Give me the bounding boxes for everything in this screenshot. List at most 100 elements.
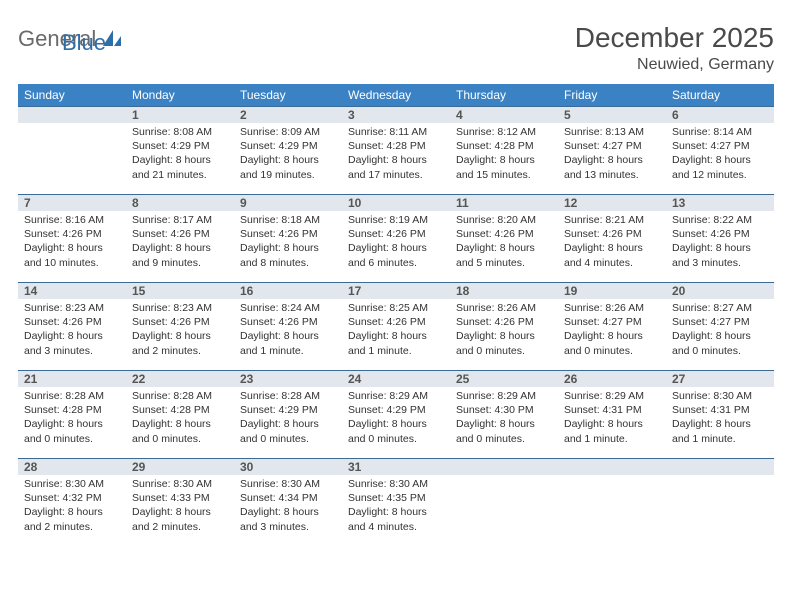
daylight-text: Daylight: 8 hours and 0 minutes. xyxy=(564,329,660,357)
day-number: 29 xyxy=(126,458,234,475)
title-block: December 2025 Neuwied, Germany xyxy=(575,22,774,74)
day-number xyxy=(666,458,774,475)
sunset-text: Sunset: 4:26 PM xyxy=(132,315,228,329)
logo-text-blue: Blue xyxy=(62,30,106,55)
sunset-text: Sunset: 4:26 PM xyxy=(24,315,120,329)
daylight-text: Daylight: 8 hours and 0 minutes. xyxy=(456,417,552,445)
daylight-text: Daylight: 8 hours and 8 minutes. xyxy=(240,241,336,269)
calendar-day-cell: 26Sunrise: 8:29 AMSunset: 4:31 PMDayligh… xyxy=(558,370,666,458)
day-number xyxy=(558,458,666,475)
daylight-text: Daylight: 8 hours and 1 minute. xyxy=(240,329,336,357)
weekday-header: Wednesday xyxy=(342,84,450,106)
sunset-text: Sunset: 4:26 PM xyxy=(240,227,336,241)
calendar-day-cell: 21Sunrise: 8:28 AMSunset: 4:28 PMDayligh… xyxy=(18,370,126,458)
daylight-text: Daylight: 8 hours and 0 minutes. xyxy=(348,417,444,445)
day-details: Sunrise: 8:30 AMSunset: 4:34 PMDaylight:… xyxy=(234,475,342,538)
sunset-text: Sunset: 4:27 PM xyxy=(564,139,660,153)
sunrise-text: Sunrise: 8:22 AM xyxy=(672,213,768,227)
day-number: 17 xyxy=(342,282,450,299)
calendar-day-cell: 9Sunrise: 8:18 AMSunset: 4:26 PMDaylight… xyxy=(234,194,342,282)
day-details: Sunrise: 8:29 AMSunset: 4:31 PMDaylight:… xyxy=(558,387,666,450)
day-number: 9 xyxy=(234,194,342,211)
weekday-header: Monday xyxy=(126,84,234,106)
day-details xyxy=(450,475,558,481)
daylight-text: Daylight: 8 hours and 12 minutes. xyxy=(672,153,768,181)
calendar-day-cell: 23Sunrise: 8:28 AMSunset: 4:29 PMDayligh… xyxy=(234,370,342,458)
day-details: Sunrise: 8:08 AMSunset: 4:29 PMDaylight:… xyxy=(126,123,234,186)
weekday-header: Friday xyxy=(558,84,666,106)
daylight-text: Daylight: 8 hours and 0 minutes. xyxy=(240,417,336,445)
calendar-day-cell: 6Sunrise: 8:14 AMSunset: 4:27 PMDaylight… xyxy=(666,106,774,194)
sunrise-text: Sunrise: 8:13 AM xyxy=(564,125,660,139)
sunset-text: Sunset: 4:30 PM xyxy=(456,403,552,417)
sunrise-text: Sunrise: 8:19 AM xyxy=(348,213,444,227)
daylight-text: Daylight: 8 hours and 1 minute. xyxy=(672,417,768,445)
calendar-day-cell: 19Sunrise: 8:26 AMSunset: 4:27 PMDayligh… xyxy=(558,282,666,370)
day-number: 24 xyxy=(342,370,450,387)
sunrise-text: Sunrise: 8:29 AM xyxy=(348,389,444,403)
calendar-day-cell: 18Sunrise: 8:26 AMSunset: 4:26 PMDayligh… xyxy=(450,282,558,370)
day-number: 7 xyxy=(18,194,126,211)
day-details xyxy=(558,475,666,481)
day-details: Sunrise: 8:18 AMSunset: 4:26 PMDaylight:… xyxy=(234,211,342,274)
day-number: 13 xyxy=(666,194,774,211)
daylight-text: Daylight: 8 hours and 21 minutes. xyxy=(132,153,228,181)
day-details: Sunrise: 8:29 AMSunset: 4:30 PMDaylight:… xyxy=(450,387,558,450)
daylight-text: Daylight: 8 hours and 2 minutes. xyxy=(24,505,120,533)
calendar-day-cell: 15Sunrise: 8:23 AMSunset: 4:26 PMDayligh… xyxy=(126,282,234,370)
day-number: 4 xyxy=(450,106,558,123)
daylight-text: Daylight: 8 hours and 3 minutes. xyxy=(672,241,768,269)
day-details xyxy=(18,123,126,129)
day-details xyxy=(666,475,774,481)
day-number: 27 xyxy=(666,370,774,387)
sunrise-text: Sunrise: 8:29 AM xyxy=(456,389,552,403)
sunset-text: Sunset: 4:26 PM xyxy=(456,227,552,241)
sunrise-text: Sunrise: 8:17 AM xyxy=(132,213,228,227)
daylight-text: Daylight: 8 hours and 13 minutes. xyxy=(564,153,660,181)
sunset-text: Sunset: 4:31 PM xyxy=(564,403,660,417)
sunrise-text: Sunrise: 8:18 AM xyxy=(240,213,336,227)
sunset-text: Sunset: 4:26 PM xyxy=(132,227,228,241)
sunrise-text: Sunrise: 8:09 AM xyxy=(240,125,336,139)
calendar-day-cell: 31Sunrise: 8:30 AMSunset: 4:35 PMDayligh… xyxy=(342,458,450,546)
day-details: Sunrise: 8:30 AMSunset: 4:33 PMDaylight:… xyxy=(126,475,234,538)
daylight-text: Daylight: 8 hours and 17 minutes. xyxy=(348,153,444,181)
sunrise-text: Sunrise: 8:30 AM xyxy=(672,389,768,403)
sunset-text: Sunset: 4:26 PM xyxy=(24,227,120,241)
day-number: 1 xyxy=(126,106,234,123)
day-number xyxy=(18,106,126,123)
calendar-day-cell: 8Sunrise: 8:17 AMSunset: 4:26 PMDaylight… xyxy=(126,194,234,282)
day-number: 10 xyxy=(342,194,450,211)
daylight-text: Daylight: 8 hours and 1 minute. xyxy=(564,417,660,445)
day-number: 11 xyxy=(450,194,558,211)
daylight-text: Daylight: 8 hours and 6 minutes. xyxy=(348,241,444,269)
calendar-day-cell: 16Sunrise: 8:24 AMSunset: 4:26 PMDayligh… xyxy=(234,282,342,370)
daylight-text: Daylight: 8 hours and 10 minutes. xyxy=(24,241,120,269)
day-details: Sunrise: 8:23 AMSunset: 4:26 PMDaylight:… xyxy=(126,299,234,362)
day-number: 15 xyxy=(126,282,234,299)
day-number: 8 xyxy=(126,194,234,211)
sunset-text: Sunset: 4:27 PM xyxy=(564,315,660,329)
day-number: 16 xyxy=(234,282,342,299)
weekday-header: Tuesday xyxy=(234,84,342,106)
sunset-text: Sunset: 4:27 PM xyxy=(672,139,768,153)
day-number: 22 xyxy=(126,370,234,387)
day-details: Sunrise: 8:17 AMSunset: 4:26 PMDaylight:… xyxy=(126,211,234,274)
daylight-text: Daylight: 8 hours and 5 minutes. xyxy=(456,241,552,269)
weekday-header: Saturday xyxy=(666,84,774,106)
sunset-text: Sunset: 4:26 PM xyxy=(240,315,336,329)
calendar-day-cell xyxy=(666,458,774,546)
sunset-text: Sunset: 4:34 PM xyxy=(240,491,336,505)
calendar-day-cell: 5Sunrise: 8:13 AMSunset: 4:27 PMDaylight… xyxy=(558,106,666,194)
sunset-text: Sunset: 4:29 PM xyxy=(240,139,336,153)
day-details: Sunrise: 8:28 AMSunset: 4:29 PMDaylight:… xyxy=(234,387,342,450)
sunrise-text: Sunrise: 8:30 AM xyxy=(132,477,228,491)
day-details: Sunrise: 8:30 AMSunset: 4:31 PMDaylight:… xyxy=(666,387,774,450)
sunset-text: Sunset: 4:31 PM xyxy=(672,403,768,417)
day-details: Sunrise: 8:26 AMSunset: 4:26 PMDaylight:… xyxy=(450,299,558,362)
calendar-day-cell: 17Sunrise: 8:25 AMSunset: 4:26 PMDayligh… xyxy=(342,282,450,370)
day-details: Sunrise: 8:25 AMSunset: 4:26 PMDaylight:… xyxy=(342,299,450,362)
sunset-text: Sunset: 4:33 PM xyxy=(132,491,228,505)
calendar-day-cell xyxy=(450,458,558,546)
sunrise-text: Sunrise: 8:30 AM xyxy=(24,477,120,491)
